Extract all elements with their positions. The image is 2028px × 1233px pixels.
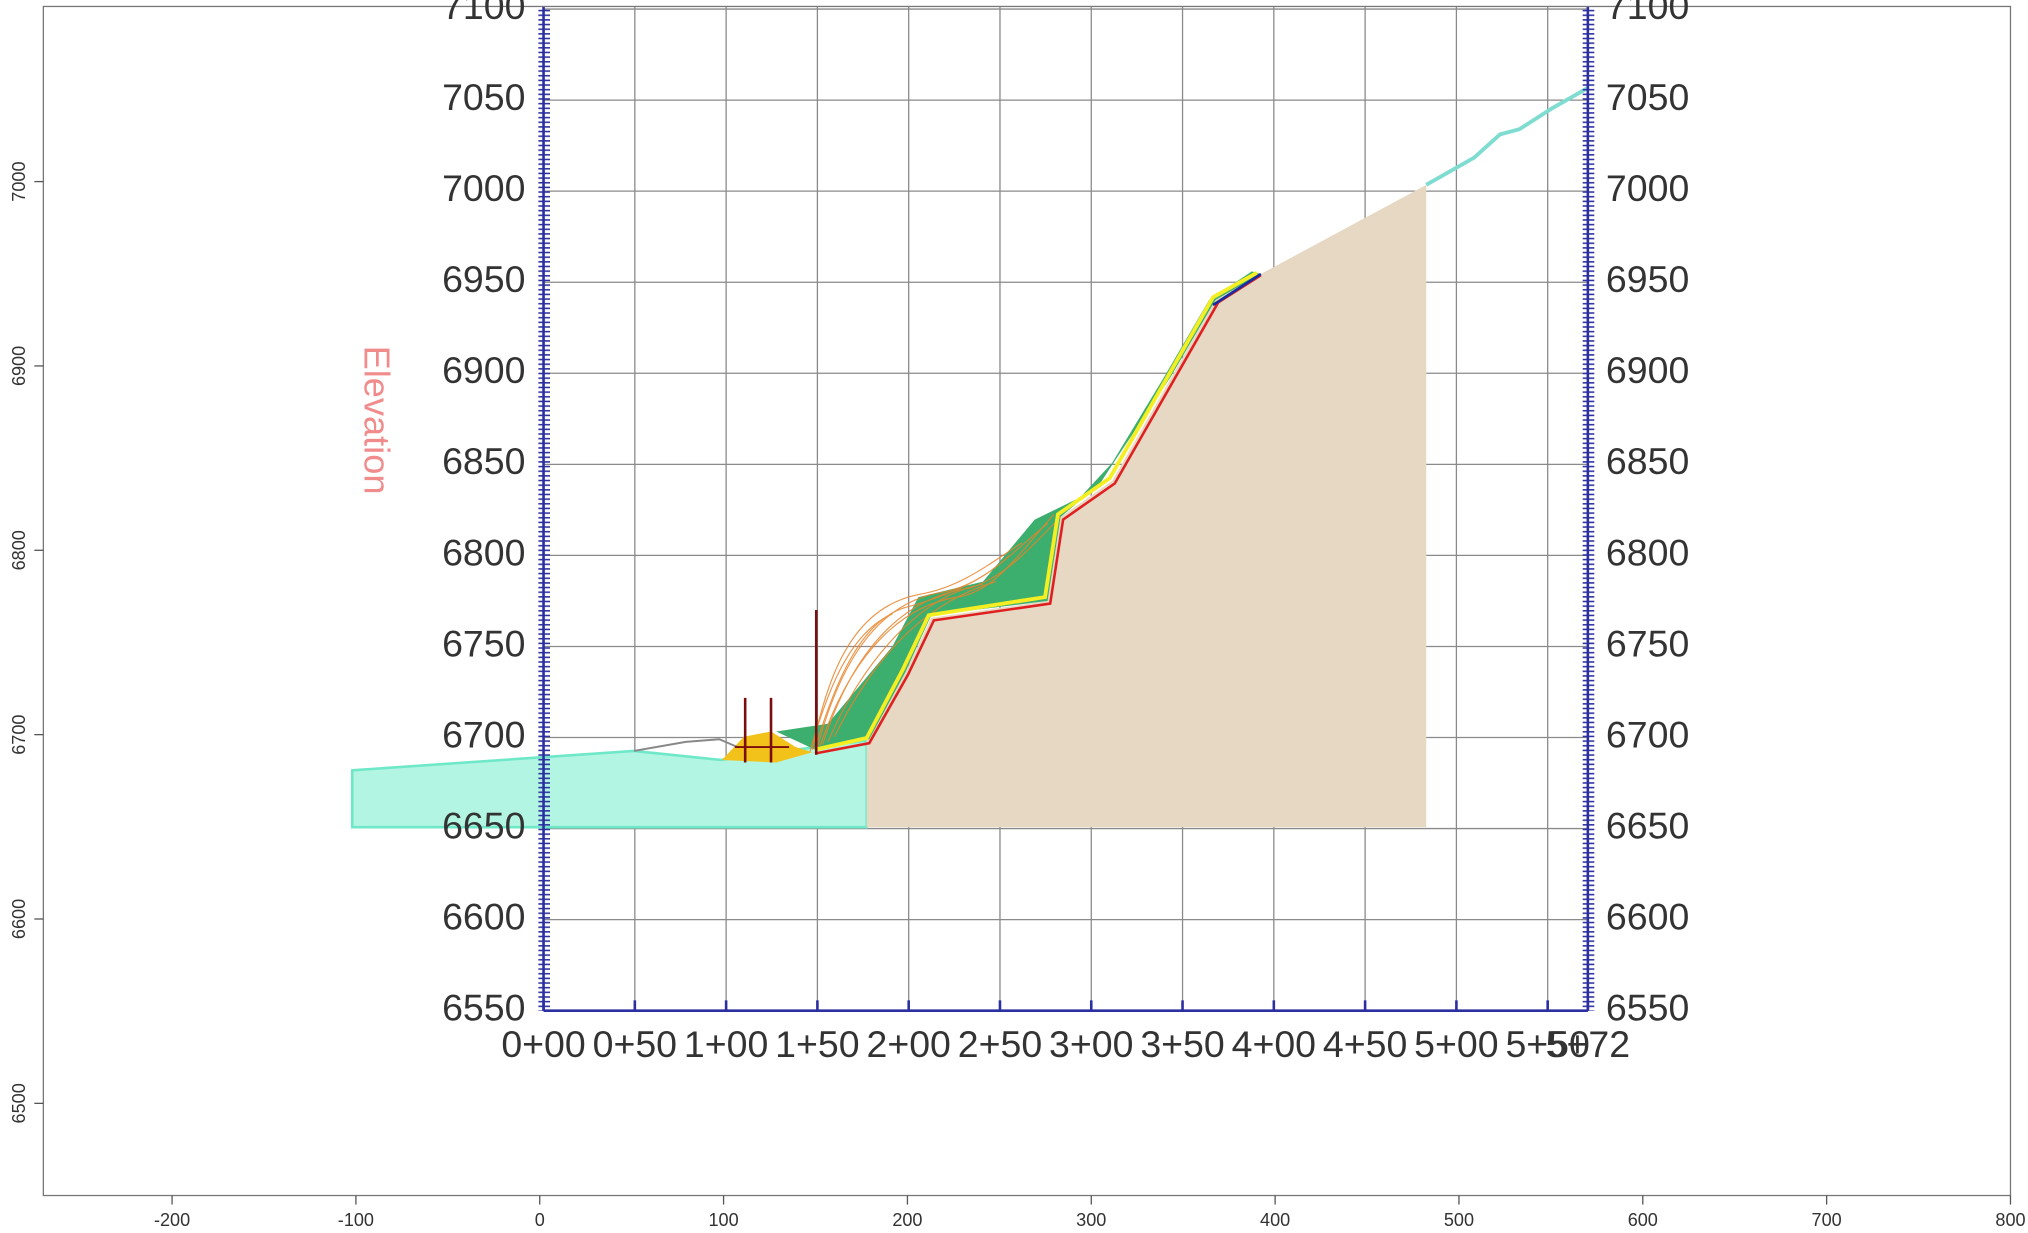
x-tick-label: 5+72 bbox=[1546, 1023, 1630, 1065]
y-tick-label: 6500 bbox=[9, 1083, 29, 1123]
y-tick-label: 6550 bbox=[442, 987, 525, 1029]
x-tick-label: 100 bbox=[708, 1210, 738, 1230]
ground-line bbox=[633, 738, 738, 752]
slip-surfaces bbox=[809, 514, 1061, 753]
x-tick-label: 5+50 bbox=[1505, 1023, 1589, 1065]
x-tick-label: 200 bbox=[892, 1210, 922, 1230]
x-tick-label: -100 bbox=[338, 1210, 374, 1230]
y-tick-label-right: 7050 bbox=[1606, 76, 1689, 118]
x-tick-label: 0+50 bbox=[593, 1023, 677, 1065]
y-tick-label: 6800 bbox=[442, 531, 525, 573]
x-tick-label: 800 bbox=[1995, 1210, 2025, 1230]
x-tick-label: 3+50 bbox=[1140, 1023, 1224, 1065]
x-tick-label: -200 bbox=[154, 1210, 190, 1230]
y-tick-label-right: 7000 bbox=[1606, 167, 1689, 209]
x-tick-label: 1+00 bbox=[684, 1023, 768, 1065]
y-tick-label-right: 6600 bbox=[1606, 896, 1689, 938]
surface-right bbox=[1425, 86, 1589, 187]
x-tick-label: 2+00 bbox=[866, 1023, 950, 1065]
y-tick-label: 7000 bbox=[442, 167, 525, 209]
y-tick-label-right: 6800 bbox=[1606, 531, 1689, 573]
surface-blue bbox=[1212, 272, 1262, 307]
x-tick-label: 700 bbox=[1812, 1210, 1842, 1230]
y-tick-label: 6850 bbox=[442, 440, 525, 482]
y-tick-label-right: 6850 bbox=[1606, 440, 1689, 482]
axis-layer bbox=[42, 5, 2012, 1197]
x-tick-label: 2+50 bbox=[958, 1023, 1042, 1065]
x-tick-label: 4+50 bbox=[1323, 1023, 1407, 1065]
y-tick-label-right: 6550 bbox=[1606, 987, 1689, 1029]
y-tick-label: 6950 bbox=[442, 258, 525, 300]
y-tick-label: 6750 bbox=[442, 622, 525, 664]
bedrock bbox=[866, 184, 1427, 828]
y-tick-label: 6600 bbox=[9, 899, 29, 939]
y-tick-label: 6900 bbox=[9, 346, 29, 386]
x-tick-label: 0+00 bbox=[501, 1023, 585, 1065]
slope-model bbox=[350, 86, 1589, 829]
y-tick-label-right: 6650 bbox=[1606, 804, 1689, 846]
x-tick-label: 400 bbox=[1260, 1210, 1290, 1230]
y-tick-label-right: 6900 bbox=[1606, 349, 1689, 391]
y-tick-label: 7050 bbox=[442, 76, 525, 118]
y-tick-label-right: 6750 bbox=[1606, 622, 1689, 664]
x-tick-label: 4+00 bbox=[1232, 1023, 1316, 1065]
y-tick-label-right: 6950 bbox=[1606, 258, 1689, 300]
slip-red bbox=[814, 274, 1262, 755]
x-tick-label: 300 bbox=[1076, 1210, 1106, 1230]
y-tick-label: 6800 bbox=[9, 530, 29, 570]
x-tick-label: 0 bbox=[535, 1210, 545, 1230]
axis-title: Elevation bbox=[357, 346, 398, 495]
x-tick-label: 1+50 bbox=[775, 1023, 859, 1065]
x-tick-label: 3+00 bbox=[1049, 1023, 1133, 1065]
x-tick-label: 600 bbox=[1628, 1210, 1658, 1230]
slip-yellow bbox=[814, 271, 1258, 752]
y-tick-label: 6900 bbox=[442, 349, 525, 391]
outer-frame bbox=[42, 5, 2012, 1197]
y-tick-label: 6650 bbox=[442, 804, 525, 846]
x-tick-label: 500 bbox=[1444, 1210, 1474, 1230]
y-tick-label: 7100 bbox=[442, 0, 525, 27]
y-tick-label-right: 6700 bbox=[1606, 713, 1689, 755]
y-tick-label: 7000 bbox=[9, 161, 29, 201]
y-tick-label-right: 7100 bbox=[1606, 0, 1689, 27]
y-tick-label: 6600 bbox=[442, 896, 525, 938]
y-tick-label: 6700 bbox=[9, 715, 29, 755]
x-tick-label: 5+00 bbox=[1414, 1023, 1498, 1065]
piles bbox=[734, 610, 818, 763]
y-tick-label: 6700 bbox=[442, 713, 525, 755]
